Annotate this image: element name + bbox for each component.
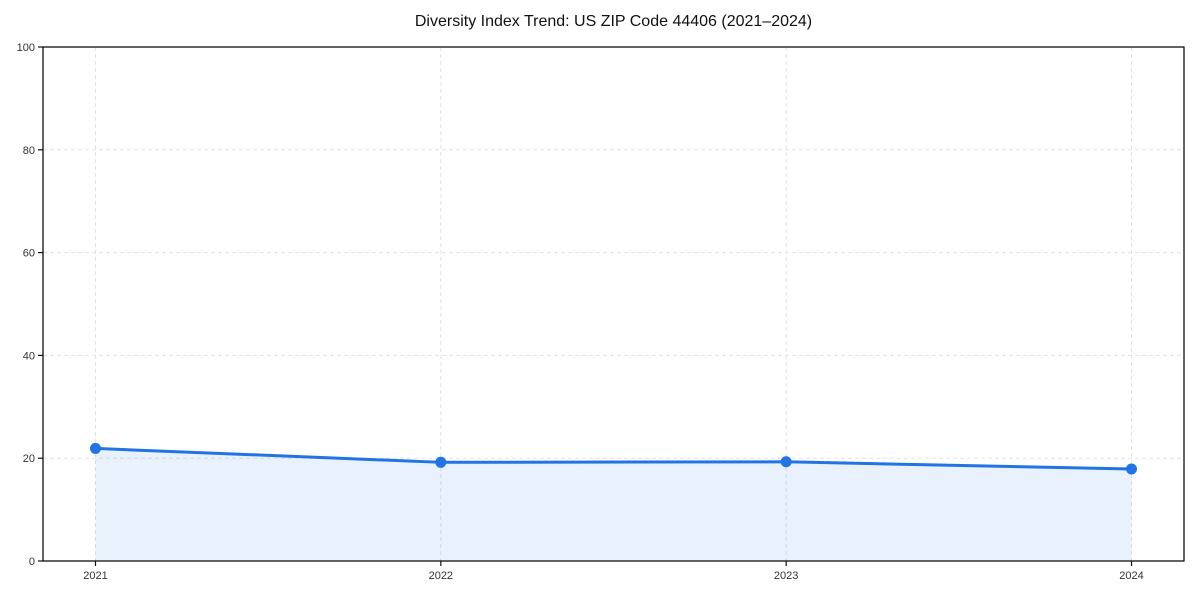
data-point-2023 <box>780 456 792 468</box>
data-point-2021 <box>89 442 101 454</box>
x-axis-tick-label: 2023 <box>774 570 798 582</box>
y-axis-tick-label: 40 <box>23 350 35 362</box>
y-axis-tick-label: 60 <box>23 248 35 260</box>
x-axis-tick-label: 2021 <box>83 570 107 582</box>
plot-frame <box>42 46 1185 562</box>
area-fill <box>95 448 1132 561</box>
data-point-2022 <box>435 456 447 468</box>
x-axis-tick-label: 2024 <box>1119 570 1143 582</box>
y-axis-tick-label: 80 <box>23 145 35 157</box>
y-axis-tick-label: 20 <box>23 453 35 465</box>
y-axis-tick-label: 100 <box>17 42 35 54</box>
data-point-2024 <box>1126 463 1138 475</box>
y-axis-tick-label: 0 <box>29 556 35 568</box>
chart-title: Diversity Index Trend: US ZIP Code 44406… <box>414 13 813 30</box>
trend-line <box>93 446 1134 471</box>
x-axis-tick-label: 2022 <box>429 570 453 582</box>
